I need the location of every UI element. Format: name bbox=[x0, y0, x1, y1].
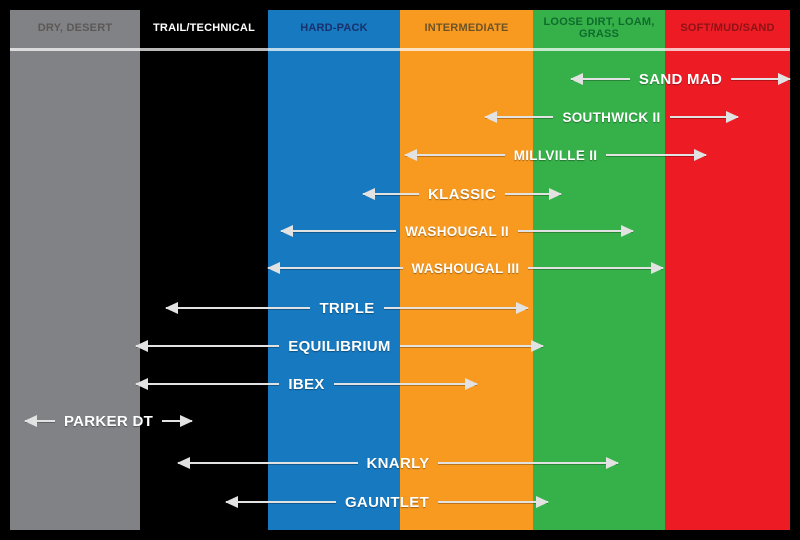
terrain-header-1: TRAIL/TECHNICAL bbox=[140, 10, 268, 48]
terrain-band-1 bbox=[140, 10, 268, 530]
terrain-band-2 bbox=[268, 10, 400, 530]
terrain-band-4 bbox=[533, 10, 665, 530]
terrain-band-0 bbox=[10, 10, 140, 530]
terrain-header-3: INTERMEDIATE bbox=[400, 10, 533, 48]
terrain-band-3 bbox=[400, 10, 533, 530]
header-divider-rule bbox=[10, 48, 790, 51]
terrain-band-5 bbox=[665, 10, 790, 530]
terrain-header-0: DRY, DESERT bbox=[10, 10, 140, 48]
terrain-color-bands bbox=[10, 10, 790, 530]
terrain-header-2: HARD-PACK bbox=[268, 10, 400, 48]
terrain-header-4: LOOSE DIRT, LOAM, GRASS bbox=[533, 10, 665, 48]
terrain-header-row: DRY, DESERT TRAIL/TECHNICAL HARD-PACK INTER… bbox=[10, 10, 790, 48]
terrain-header-5: SOFT/MUD/SAND bbox=[665, 10, 790, 48]
